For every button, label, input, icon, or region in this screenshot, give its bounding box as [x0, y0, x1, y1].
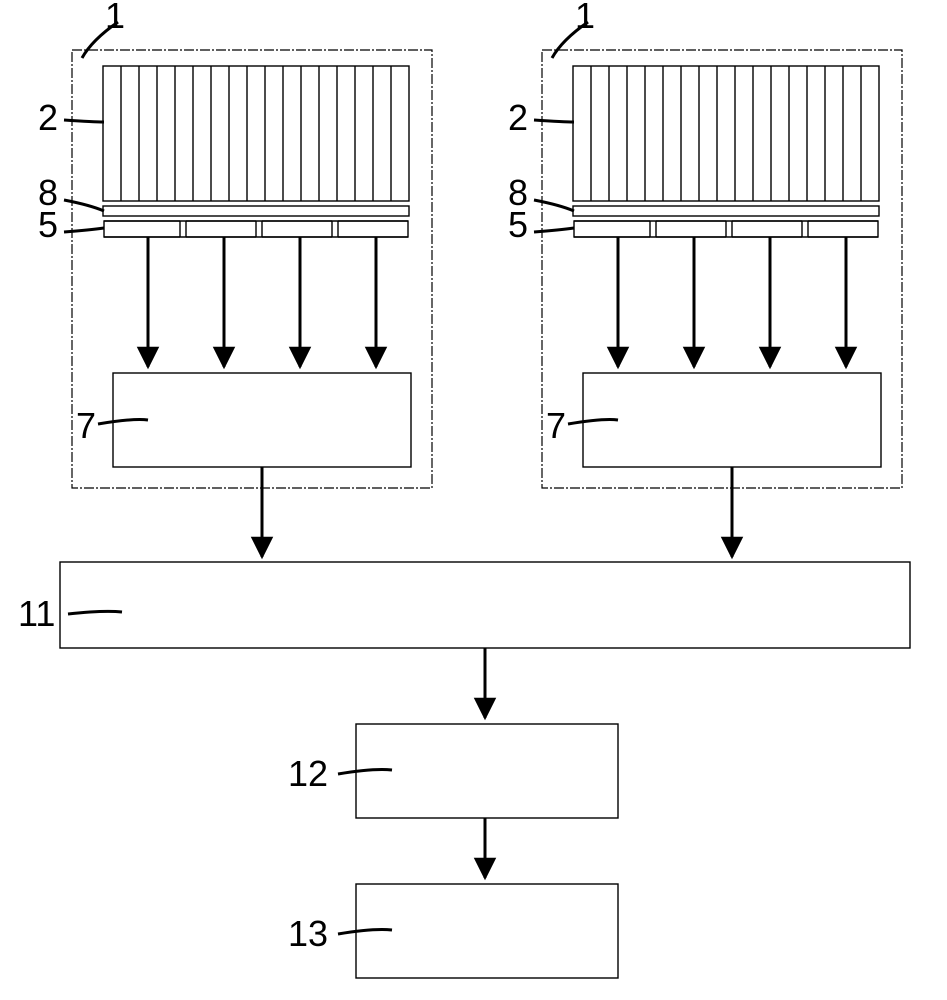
mod0-label-5: 5	[38, 204, 58, 245]
diagram-svg: 1285712857111213	[0, 0, 947, 1000]
mod1-label-5: 5	[508, 204, 528, 245]
mod1-label-2: 2	[508, 97, 528, 138]
mod0-leader-8	[64, 200, 104, 211]
mod1-label-7: 7	[546, 405, 566, 446]
mod0-label-1: 1	[105, 0, 125, 36]
mod1-leader-2	[534, 120, 574, 122]
mod0-box7	[113, 373, 411, 467]
mod0-label-7: 7	[76, 405, 96, 446]
mod0-strip5-gap	[332, 220, 338, 238]
mod1-strip8	[573, 206, 879, 216]
mod1-strip5-gap	[802, 220, 808, 238]
mod0-leader-5	[64, 228, 104, 232]
mod0-vbars-outline	[103, 66, 409, 201]
mod1-leader-5	[534, 228, 574, 232]
mod1-leader-8	[534, 200, 574, 211]
mod0-strip5-gap	[256, 220, 262, 238]
diagram-root: 1285712857111213	[0, 0, 947, 1000]
box-12	[356, 724, 618, 818]
mod1-box7	[583, 373, 881, 467]
box-11	[60, 562, 910, 648]
mod1-vbars-outline	[573, 66, 879, 201]
mod0-strip5-gap	[180, 220, 186, 238]
mod1-strip5-gap	[650, 220, 656, 238]
label-12: 12	[288, 753, 328, 794]
box-13	[356, 884, 618, 978]
mod0-strip8	[103, 206, 409, 216]
mod1-label-1: 1	[575, 0, 595, 36]
mod0-leader-2	[64, 120, 104, 122]
label-11: 11	[18, 593, 55, 634]
mod0-label-2: 2	[38, 97, 58, 138]
label-13: 13	[288, 913, 328, 954]
mod1-strip5-gap	[726, 220, 732, 238]
